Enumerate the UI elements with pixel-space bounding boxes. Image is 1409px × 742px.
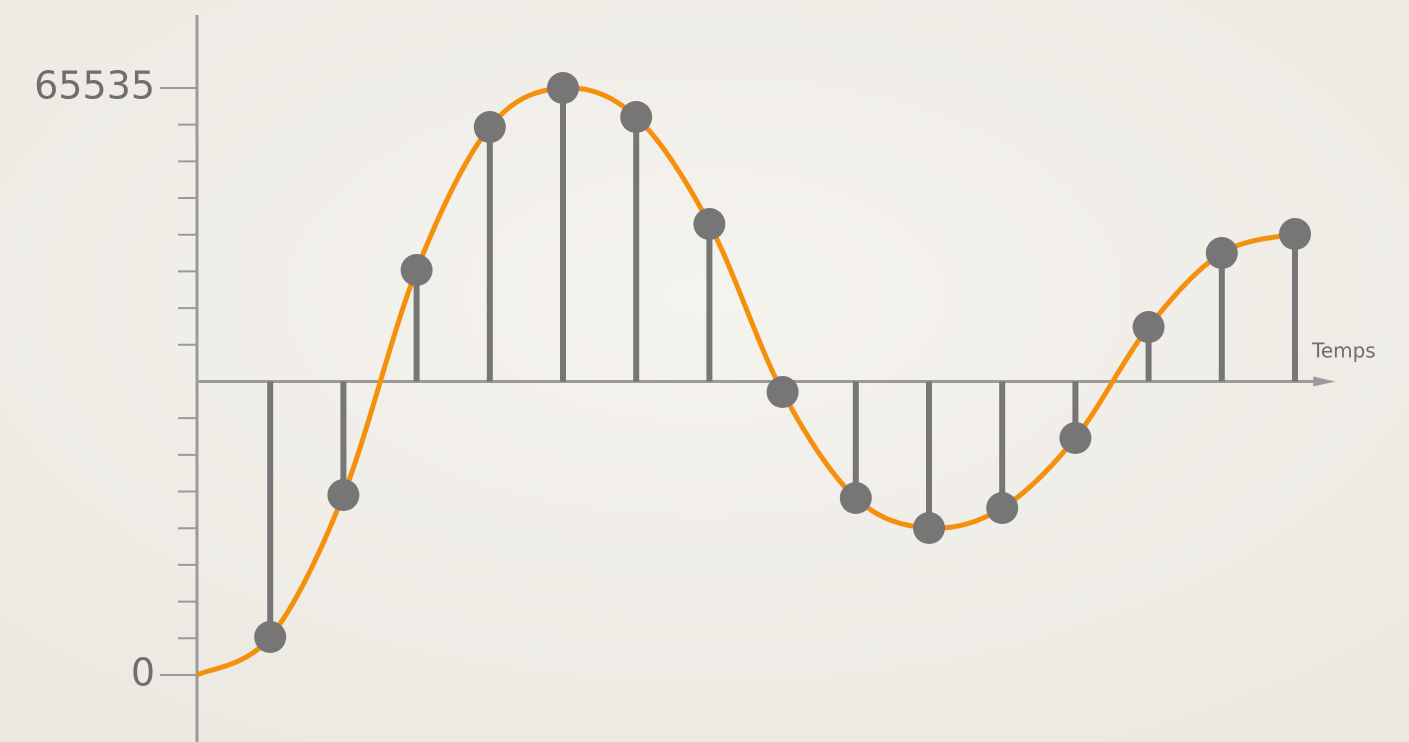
x-axis-label: Temps [1311,339,1376,363]
sample-point [400,254,433,287]
sample-point [986,492,1019,525]
sample-point [1205,237,1238,270]
sample-point [766,376,799,409]
sample-point [1132,311,1165,344]
signal-curve [195,85,1296,678]
sample-point [693,208,726,241]
sample-point [254,621,287,654]
sample-point [620,101,653,134]
sample-point [839,482,872,515]
sample-point [1279,218,1311,251]
sample-point [913,512,945,545]
sample-point [547,72,579,104]
sample-point [327,479,360,512]
y-tick-label: 65535 [34,64,155,108]
sample-point [473,111,506,144]
sample-point [1059,422,1092,455]
y-tick-label: 0 [131,651,155,695]
x-axis-arrow [1313,376,1336,387]
